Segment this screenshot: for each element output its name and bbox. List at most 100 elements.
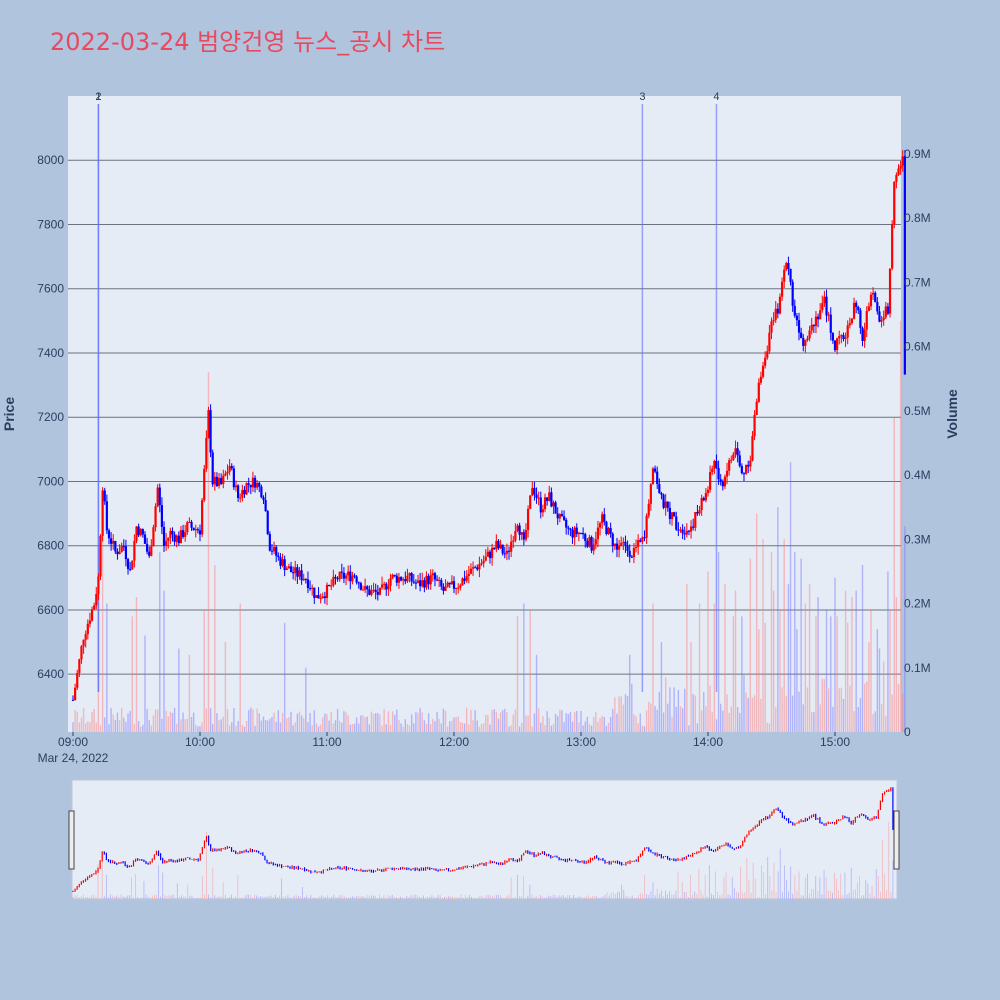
volume-bar — [813, 712, 815, 732]
candle-body — [380, 584, 384, 588]
candle-body — [685, 530, 688, 535]
candle-body — [869, 294, 873, 307]
slider-volume-bar — [500, 895, 502, 899]
range-slider-left-handle[interactable] — [68, 810, 75, 870]
volume-bar — [739, 712, 741, 732]
volume-bar — [99, 725, 102, 732]
candle-body — [317, 595, 320, 599]
candle-body — [728, 460, 731, 471]
candle-body — [882, 317, 885, 321]
slider-volume-bar — [249, 894, 251, 899]
slider-volume-bar — [439, 895, 441, 899]
candle-body — [785, 263, 788, 270]
slider-volume-bar — [621, 884, 623, 899]
volume-bar — [190, 717, 193, 732]
range-slider-right-handle[interactable] — [893, 810, 900, 870]
volume-bar — [880, 704, 883, 732]
candle-body — [101, 490, 104, 536]
slider-volume-bar — [222, 882, 224, 899]
slider-volume-bar — [160, 896, 162, 899]
volume-bar — [840, 687, 843, 732]
slider-volume-bar — [663, 896, 664, 899]
slider-volume-bar — [143, 880, 145, 899]
volume-bar — [861, 564, 864, 732]
volume-bar — [201, 722, 203, 732]
volume-bar — [305, 667, 307, 732]
slider-volume-bar — [840, 873, 842, 899]
volume-bar — [267, 720, 269, 732]
slider-volume-bar — [133, 897, 134, 899]
candle-body — [876, 302, 879, 312]
slider-volume-bar — [272, 897, 274, 899]
slider-volume-bar — [771, 890, 773, 899]
slider-volume-bar — [550, 896, 552, 899]
candle-body — [442, 586, 445, 591]
candle-body — [311, 587, 314, 589]
slider-volume-bar — [258, 896, 260, 899]
slider-volume-bar — [368, 895, 370, 899]
candle-body — [408, 573, 411, 576]
candle-body — [897, 168, 900, 175]
candle-body — [266, 511, 269, 534]
volume-bar — [368, 724, 371, 732]
volume-bar — [197, 726, 199, 732]
candle-body — [539, 497, 542, 513]
volume-bar — [656, 709, 658, 732]
slider-volume-bar — [677, 871, 679, 899]
candle-body — [190, 521, 193, 528]
main-plot-area[interactable] — [68, 96, 901, 732]
candle-body — [556, 513, 559, 519]
volume-bar — [796, 629, 798, 732]
candle-body — [598, 523, 602, 528]
candle-body — [577, 532, 580, 535]
candle-body — [338, 571, 341, 580]
candle-body — [605, 521, 608, 535]
candle-body — [393, 574, 396, 576]
candle-body — [514, 531, 517, 541]
candle-body — [294, 567, 297, 574]
candle-body — [279, 557, 282, 566]
slider-volume-bar — [800, 895, 802, 899]
range-slider[interactable] — [71, 779, 898, 900]
slider-volume-bar — [727, 894, 729, 899]
candle-body — [364, 586, 367, 590]
candle-body — [719, 479, 722, 482]
volume-bar — [798, 691, 800, 732]
candle-body — [148, 551, 151, 556]
slider-volume-bar — [811, 889, 812, 899]
slider-volume-bar — [729, 895, 731, 899]
candle-body — [99, 535, 102, 577]
volume-bar — [514, 709, 517, 732]
volume-bar — [544, 725, 546, 732]
candle-body — [133, 540, 136, 561]
slider-volume-bar — [435, 897, 437, 899]
candle-body — [838, 335, 841, 339]
slider-volume-bar — [220, 896, 222, 899]
volume-bar — [851, 597, 853, 732]
volume-tick-label: 0.8M — [904, 211, 931, 225]
slider-volume-bar — [514, 897, 516, 899]
candle-body — [582, 533, 585, 535]
volume-bar — [247, 710, 250, 732]
candle-body — [114, 541, 117, 552]
slider-volume-bar — [694, 891, 696, 899]
candle-body — [637, 540, 640, 547]
candle-body — [664, 501, 667, 508]
date-label: Mar 24, 2022 — [38, 751, 109, 765]
candle-body — [463, 578, 466, 581]
slider-volume-bar — [498, 894, 500, 899]
volume-bar — [819, 704, 821, 732]
volume-bar — [681, 708, 684, 732]
volume-bar — [827, 688, 830, 732]
candle-body — [497, 540, 500, 549]
volume-bar — [684, 688, 686, 732]
candle-body — [406, 575, 409, 582]
slider-volume-bar — [504, 897, 506, 899]
candle-body — [711, 468, 714, 472]
candle-body — [203, 468, 206, 501]
candle-body — [865, 310, 868, 330]
volume-bar — [427, 713, 430, 732]
slider-volume-bar — [539, 895, 541, 899]
slider-volume-bar — [863, 895, 865, 899]
candle-body — [438, 580, 441, 582]
